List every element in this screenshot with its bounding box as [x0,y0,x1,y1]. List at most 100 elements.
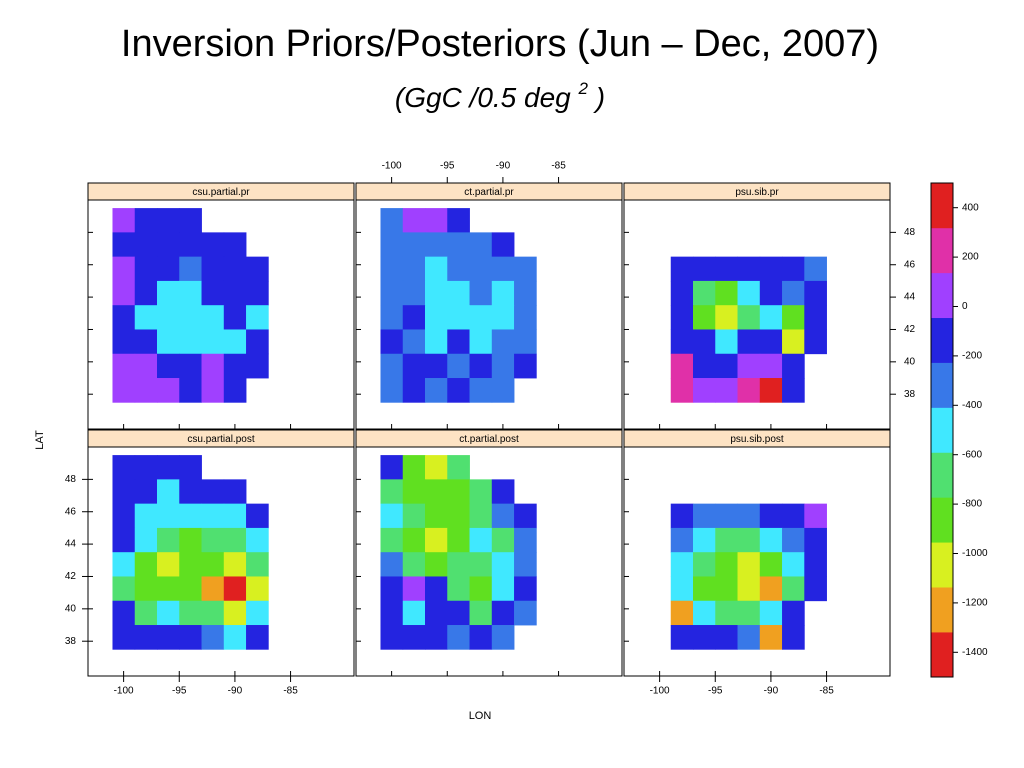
heat-cell [425,503,448,529]
heat-cell [112,455,136,480]
heat-cell [380,353,404,379]
x-tick-label: -90 [764,686,779,697]
heat-cell [402,552,426,577]
heat-cell [759,353,783,379]
heat-cell [469,353,493,379]
heat-cell [693,305,716,330]
heat-cell [759,552,783,577]
heat-cell [469,305,493,330]
heat-cell [246,552,269,577]
heat-cell [782,600,805,626]
heat-cell [782,353,805,379]
heat-cell [491,232,515,258]
x-tick-label: -90 [496,161,511,172]
x-tick-label: -100 [650,686,670,697]
heat-cell [157,625,180,650]
heat-cell [380,503,404,529]
heat-cell [134,305,158,330]
heat-cell [402,280,426,306]
heat-cell [223,280,247,306]
heat-cell [246,576,269,602]
colorbar-tick-label: 200 [962,252,979,263]
heat-cell [670,552,694,577]
heat-cell [112,576,136,602]
heat-cell [670,527,694,553]
heat-cell [447,576,470,602]
heat-cell [670,503,694,529]
colorbar-frame [930,182,954,678]
heat-cell [447,503,470,529]
heat-cell [201,378,225,403]
heat-cell [693,256,716,282]
heat-cell [514,527,537,553]
heat-cell [782,378,805,403]
heat-cell [469,232,493,258]
heat-cell [112,232,136,258]
heat-cell [469,280,493,306]
heat-cell [112,527,136,553]
heat-cell [447,329,470,355]
heat-cell [134,329,158,355]
panel-frame [355,199,623,430]
heat-cell [402,208,426,233]
heat-cell [425,600,448,626]
heat-cell [715,600,738,626]
heat-cell [157,527,180,553]
heat-cell [469,329,493,355]
heat-cell [380,552,404,577]
panel-cells [380,208,537,403]
heat-cell [157,576,180,602]
x-tick-label: -95 [440,161,455,172]
heat-cell [179,625,202,650]
colorbar-tick-label: -600 [962,449,982,460]
heat-cell [157,280,180,306]
heat-cell [112,353,136,379]
panel-frame [623,446,891,677]
heat-cell [179,353,202,379]
x-tick-label: -90 [228,686,243,697]
heat-cell [402,455,426,480]
heat-cell [469,503,493,529]
heat-cell [134,256,158,282]
heat-cell [782,576,805,602]
heat-cell [246,600,269,626]
heat-cell [157,479,180,505]
panel-frame [87,446,355,677]
heat-cell [670,353,694,379]
heat-cell [179,329,202,355]
heat-cell [425,353,448,379]
heat-cell [715,256,738,282]
heat-cell [804,305,827,330]
colorbar-band [931,632,953,678]
heat-cell [179,256,202,282]
heat-cell [737,280,761,306]
heat-cell [514,552,537,577]
heat-cell [425,625,448,650]
heat-cell [425,527,448,553]
heat-cell [693,527,716,553]
heat-cell [201,479,225,505]
heat-cell [223,232,247,258]
heat-cell [447,552,470,577]
heat-cell [112,256,136,282]
heat-cell [782,280,805,306]
heat-cell [134,576,158,602]
heat-cell [759,378,783,403]
heat-cell [402,576,426,602]
heat-cell [491,503,515,529]
y-tick-label: 46 [904,259,916,270]
panel-frame [355,446,623,677]
heat-cell [693,600,716,626]
heat-cell [670,305,694,330]
heat-cell [425,280,448,306]
colorbar-tick-label: -200 [962,351,982,362]
panel-frame [87,199,355,430]
heat-cell [380,479,404,505]
heat-cell [514,305,537,330]
heat-cell [179,576,202,602]
heat-cell [112,600,136,626]
heat-cell [223,353,247,379]
heat-cell [782,305,805,330]
heat-cell [491,353,515,379]
heat-cell [737,625,761,650]
